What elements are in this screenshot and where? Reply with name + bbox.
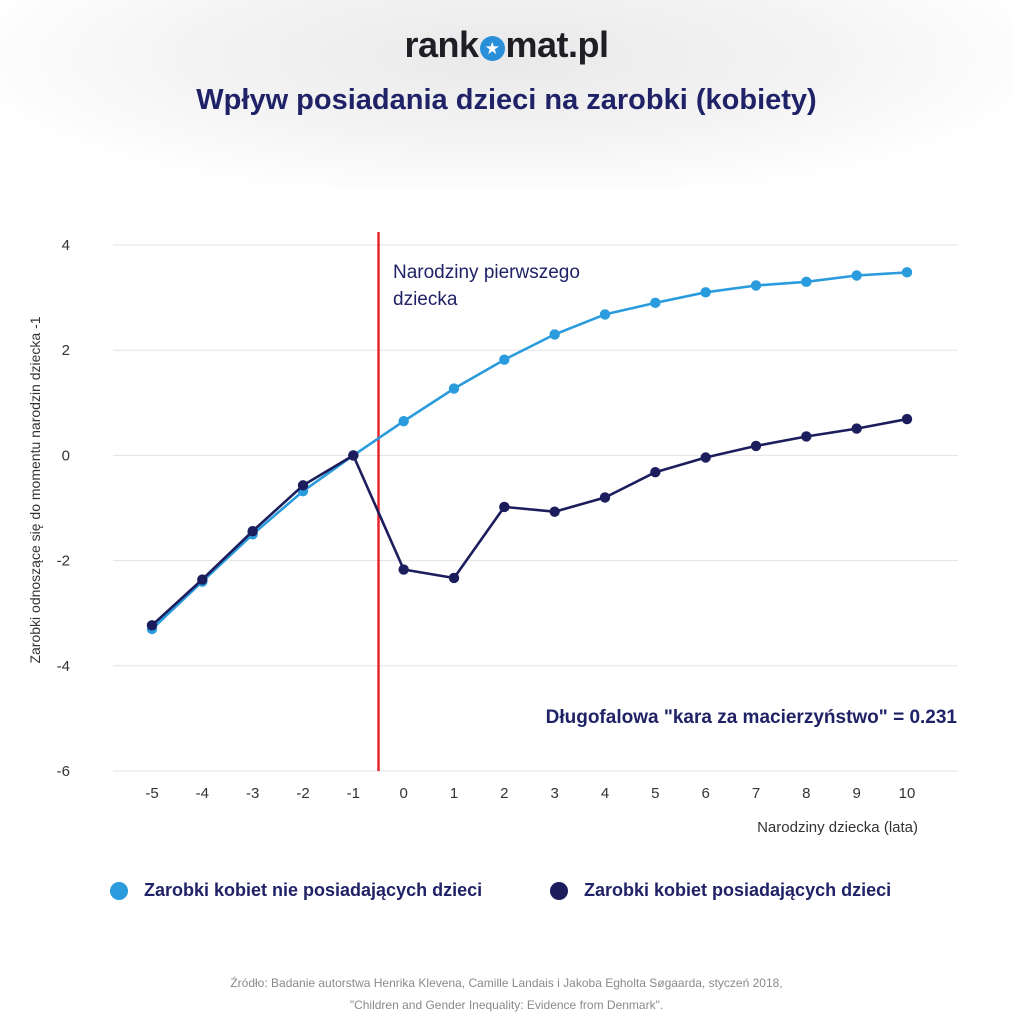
data-point <box>297 480 309 491</box>
y-tick-label: -2 <box>57 553 70 570</box>
data-point <box>499 501 510 513</box>
logo-text-end: mat.pl <box>505 24 610 65</box>
series-1 <box>146 413 913 631</box>
data-point <box>650 297 661 309</box>
data-point <box>247 525 258 537</box>
grid <box>113 244 958 772</box>
x-tick-label: 10 <box>899 785 916 802</box>
birth-annotation-line2: dziecka <box>393 289 458 310</box>
source-note: Źródło: Badanie autorstwa Henrika Kleven… <box>0 972 1013 1016</box>
star-icon: ★ <box>479 36 505 61</box>
y-axis-ticks: 4 2 0 -2 -4 -6 <box>57 237 70 780</box>
legend-swatch-with-children <box>550 881 568 900</box>
legend-label-no-children: Zarobki kobiet nie posiadających dzieci <box>144 880 483 900</box>
series-0 <box>146 267 913 635</box>
motherhood-penalty-annotation: Długofalowa "kara za macierzyństwo" = 0.… <box>546 707 958 728</box>
data-point <box>801 276 812 288</box>
data-point <box>448 383 460 394</box>
y-tick-label: -4 <box>57 658 70 675</box>
x-tick-label: 1 <box>450 785 458 802</box>
legend-item-with-children: Zarobki kobiet posiadających dzieci <box>550 880 891 901</box>
y-tick-label: -6 <box>57 763 70 780</box>
data-point <box>700 452 711 463</box>
data-point <box>901 413 913 425</box>
logo-text-start: rank <box>404 24 479 65</box>
data-point <box>549 329 560 340</box>
source-line-1: Źródło: Badanie autorstwa Henrika Kleven… <box>230 976 783 990</box>
data-point <box>398 564 409 575</box>
x-tick-label: 6 <box>701 785 709 802</box>
x-tick-label: 0 <box>399 785 407 802</box>
x-tick-label: -1 <box>347 785 360 802</box>
legend: Zarobki kobiet nie posiadających dzieci … <box>0 880 1013 914</box>
x-tick-label: -4 <box>196 785 209 802</box>
y-axis-label: Zarobki odnoszące się do momentu narodzi… <box>27 316 43 663</box>
data-point <box>750 440 762 452</box>
x-tick-label: 7 <box>752 785 760 802</box>
data-point <box>398 416 409 427</box>
x-tick-label: 8 <box>802 785 810 802</box>
legend-item-no-children: Zarobki kobiet nie posiadających dzieci <box>110 880 482 901</box>
data-point <box>851 423 862 434</box>
header-background <box>0 0 1013 190</box>
data-point <box>901 267 913 278</box>
series-line <box>151 271 908 630</box>
page-title: Wpływ posiadania dzieci na zarobki (kobi… <box>196 84 817 116</box>
data-point <box>851 270 862 281</box>
x-tick-label: 4 <box>601 785 609 802</box>
x-tick-label: -2 <box>296 785 309 802</box>
series-layer <box>146 267 913 635</box>
y-tick-label: 2 <box>62 342 70 359</box>
y-tick-label: 4 <box>62 237 70 254</box>
x-tick-label: 3 <box>550 785 558 802</box>
logo: rank ★ mat.pl <box>0 24 1013 66</box>
legend-swatch-no-children <box>110 881 128 900</box>
birth-annotation-line1: Narodziny pierwszego <box>393 262 580 283</box>
y-tick-label: 0 <box>62 447 70 464</box>
data-point <box>448 572 460 584</box>
data-point <box>801 431 812 442</box>
data-point <box>549 506 560 517</box>
x-tick-label: -3 <box>246 785 259 802</box>
data-point <box>146 620 158 631</box>
data-point <box>599 309 611 320</box>
data-point <box>650 467 661 478</box>
data-point <box>197 574 208 585</box>
series-line <box>151 417 908 627</box>
data-point <box>348 450 359 461</box>
x-tick-label: 9 <box>852 785 860 802</box>
legend-label-with-children: Zarobki kobiet posiadających dzieci <box>584 880 892 900</box>
data-point <box>499 354 510 365</box>
line-chart: 4 2 0 -2 -4 -6 -5 -4 -3 -2 -1 0 1 2 3 4 5 6 7 8 9 10 Zarobki… <box>27 232 958 836</box>
x-tick-label: 2 <box>500 785 508 802</box>
x-axis-label: Narodziny dziecka (lata) <box>757 819 918 836</box>
x-tick-label: 5 <box>651 785 659 802</box>
x-axis-ticks: -5 -4 -3 -2 -1 0 1 2 3 4 5 6 7 8 9 10 <box>145 785 915 802</box>
data-point <box>599 492 611 503</box>
x-tick-label: -5 <box>145 785 158 802</box>
source-line-2: "Children and Gender Inequality: Evidenc… <box>349 998 664 1012</box>
data-point <box>750 280 762 291</box>
data-point <box>700 287 711 298</box>
